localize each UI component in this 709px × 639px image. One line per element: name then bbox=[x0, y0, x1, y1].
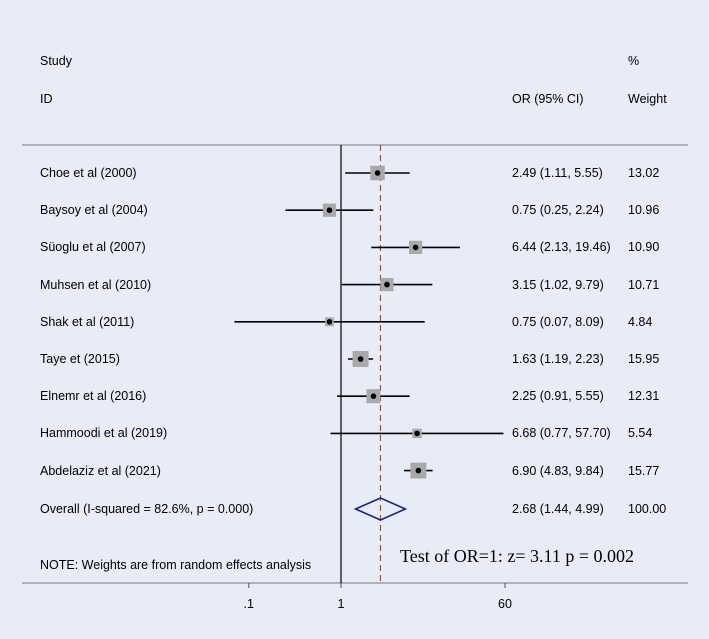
study-ci: 6.44 (2.13, 19.46) bbox=[512, 240, 611, 255]
study-weight: 15.95 bbox=[628, 352, 660, 366]
test-text: Test of OR=1: z= 3.11 p = 0.002 bbox=[400, 546, 635, 566]
study-weight: 12.31 bbox=[628, 389, 660, 404]
study-weight: 10.90 bbox=[628, 240, 660, 255]
point-estimate bbox=[384, 281, 390, 288]
point-estimate bbox=[326, 207, 333, 213]
study-name: Baysoy et al (2004) bbox=[40, 203, 148, 218]
study-ci: 6.90 (4.83, 9.84) bbox=[512, 463, 604, 478]
study-name: Choe et al (2000) bbox=[40, 166, 137, 180]
axis-tick-label: .1 bbox=[243, 597, 254, 611]
overall-label: Overall (I-squared = 82.6%, p = 0.000) bbox=[40, 502, 254, 516]
study-ci: 6.68 (0.77, 57.70) bbox=[512, 426, 611, 441]
axis-tick-label: 1 bbox=[337, 597, 345, 611]
study-ci: 2.25 (0.91, 5.55) bbox=[512, 389, 604, 404]
study-ci: 3.15 (1.02, 9.79) bbox=[512, 277, 604, 292]
study-weight: 5.54 bbox=[628, 426, 653, 441]
study-weight: 4.84 bbox=[628, 314, 653, 329]
study-ci: 2.49 (1.11, 5.55) bbox=[512, 166, 603, 180]
header-study: Study bbox=[40, 54, 72, 68]
point-estimate bbox=[370, 393, 377, 400]
study-weight: 13.02 bbox=[628, 166, 660, 180]
point-estimate bbox=[412, 244, 419, 251]
study-ci: 1.63 (1.19, 2.23) bbox=[512, 352, 604, 366]
header-weight: Weight bbox=[628, 92, 667, 106]
point-estimate bbox=[415, 467, 422, 474]
point-estimate bbox=[374, 170, 381, 176]
header-weight-pct: % bbox=[628, 54, 640, 68]
study-weight: 10.96 bbox=[628, 203, 660, 218]
overall-ci: 2.68 (1.44, 4.99) bbox=[512, 502, 604, 516]
header-id: ID bbox=[40, 92, 53, 106]
study-name: Süoglu et al (2007) bbox=[40, 240, 146, 255]
study-name: Shak et al (2011) bbox=[40, 314, 135, 329]
header-or: OR (95% CI) bbox=[512, 92, 584, 106]
overall-diamond bbox=[353, 497, 408, 521]
study-ci: 0.75 (0.25, 2.24) bbox=[512, 203, 604, 218]
point-estimate bbox=[414, 430, 420, 437]
point-estimate bbox=[357, 356, 364, 362]
point-estimate bbox=[326, 319, 333, 325]
study-name: Taye et (2015) bbox=[40, 352, 120, 366]
axis-tick-label: 60 bbox=[498, 597, 512, 611]
study-name: Abdelaziz et al (2021) bbox=[40, 463, 161, 478]
note-text: NOTE: Weights are from random effects an… bbox=[40, 558, 312, 572]
study-weight: 15.77 bbox=[628, 463, 660, 478]
study-name: Elnemr et al (2016) bbox=[40, 389, 147, 404]
study-name: Hammoodi et al (2019) bbox=[40, 426, 168, 441]
study-ci: 0.75 (0.07, 8.09) bbox=[512, 314, 604, 329]
study-weight: 10.71 bbox=[628, 277, 660, 292]
overall-weight: 100.00 bbox=[628, 502, 667, 516]
study-name: Muhsen et al (2010) bbox=[40, 277, 152, 292]
